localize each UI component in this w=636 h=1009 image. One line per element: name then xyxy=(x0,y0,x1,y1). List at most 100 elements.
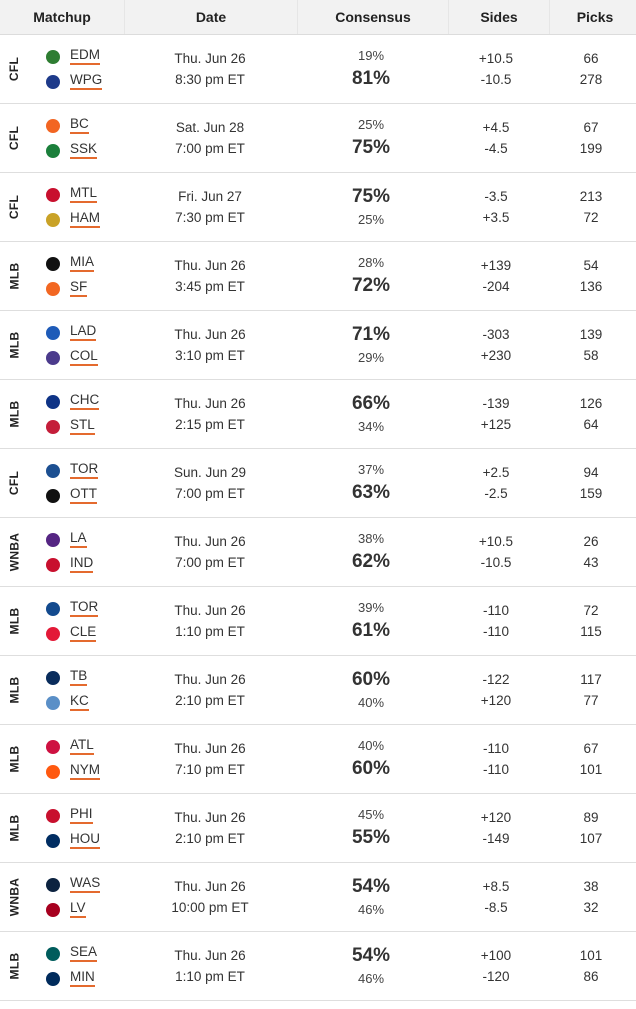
away-team[interactable]: BC xyxy=(46,117,97,135)
header-picks[interactable]: Picks xyxy=(576,9,614,25)
table-row[interactable]: CFL EDM WPG Thu. Jun 26 8:30 pm ET 19% 8… xyxy=(0,35,636,104)
home-team[interactable]: STL xyxy=(46,418,99,436)
home-team-logo-icon xyxy=(46,143,60,158)
home-team[interactable]: OTT xyxy=(46,487,98,505)
teams: TOR OTT xyxy=(28,462,99,505)
away-side: +2.5 xyxy=(482,465,510,480)
home-team[interactable]: WPG xyxy=(46,73,103,91)
away-team-link[interactable]: ATL xyxy=(70,738,94,755)
date-cell: Thu. Jun 26 1:10 pm ET xyxy=(124,587,296,655)
consensus-cell: 66% 34% xyxy=(296,380,446,448)
home-team[interactable]: KC xyxy=(46,694,89,712)
table-row[interactable]: CFL MTL HAM Fri. Jun 27 7:30 pm ET 75% 2… xyxy=(0,173,636,242)
table-row[interactable]: MLB CHC STL Thu. Jun 26 2:15 pm ET 66% 3… xyxy=(0,380,636,449)
away-team[interactable]: TOR xyxy=(46,462,99,480)
home-team[interactable]: HAM xyxy=(46,211,100,229)
table-row[interactable]: MLB TOR CLE Thu. Jun 26 1:10 pm ET 39% 6… xyxy=(0,587,636,656)
table-row[interactable]: MLB ATL NYM Thu. Jun 26 7:10 pm ET 40% 6… xyxy=(0,725,636,794)
home-team[interactable]: MIN xyxy=(46,970,97,988)
table-row[interactable]: MLB SEA MIN Thu. Jun 26 1:10 pm ET 54% 4… xyxy=(0,932,636,1001)
picks-cell: 139 58 xyxy=(546,311,636,379)
home-team-link[interactable]: HAM xyxy=(70,211,100,228)
date-cell: Thu. Jun 26 2:10 pm ET xyxy=(124,794,296,862)
away-team-link[interactable]: MIA xyxy=(70,255,95,272)
home-side: -110 xyxy=(482,624,510,639)
home-team-link[interactable]: MIN xyxy=(70,970,95,987)
away-team-logo-icon xyxy=(46,118,60,133)
home-team[interactable]: NYM xyxy=(46,763,100,781)
matchup-cell: MLB SEA MIN xyxy=(0,932,124,1000)
away-team-link[interactable]: MTL xyxy=(70,186,97,203)
away-team[interactable]: ATL xyxy=(46,738,100,756)
away-team[interactable]: TB xyxy=(46,669,89,687)
table-row[interactable]: MLB PHI HOU Thu. Jun 26 2:10 pm ET 45% 5… xyxy=(0,794,636,863)
home-team-link[interactable]: STL xyxy=(70,418,95,435)
home-team-link[interactable]: SF xyxy=(70,280,88,297)
table-row[interactable]: CFL BC SSK Sat. Jun 28 7:00 pm ET 25% 75… xyxy=(0,104,636,173)
picks-cell: 117 77 xyxy=(546,656,636,724)
home-team[interactable]: IND xyxy=(46,556,94,574)
away-team[interactable]: LAD xyxy=(46,324,98,342)
teams: ATL NYM xyxy=(28,738,100,781)
header-consensus[interactable]: Consensus xyxy=(298,0,449,34)
away-team[interactable]: MIA xyxy=(46,255,95,273)
away-picks: 67 xyxy=(583,120,599,135)
table-row[interactable]: MLB MIA SF Thu. Jun 26 3:45 pm ET 28% 72… xyxy=(0,242,636,311)
away-team-link[interactable]: BC xyxy=(70,117,89,134)
home-team-link[interactable]: LV xyxy=(70,901,86,918)
away-team-link[interactable]: WAS xyxy=(70,876,101,893)
away-team-link[interactable]: LAD xyxy=(70,324,97,341)
date-cell: Thu. Jun 26 7:00 pm ET xyxy=(124,518,296,586)
away-team-link[interactable]: TOR xyxy=(70,600,99,617)
league-label: MLB xyxy=(0,380,28,448)
home-team-link[interactable]: NYM xyxy=(70,763,100,780)
header-date[interactable]: Date xyxy=(125,0,298,34)
table-row[interactable]: WNBA LA IND Thu. Jun 26 7:00 pm ET 38% 6… xyxy=(0,518,636,587)
game-day: Thu. Jun 26 xyxy=(174,672,246,687)
away-side: +4.5 xyxy=(482,120,510,135)
away-team-link[interactable]: SEA xyxy=(70,945,98,962)
away-team[interactable]: WAS xyxy=(46,876,101,894)
away-team-link[interactable]: CHC xyxy=(70,393,100,410)
table-row[interactable]: MLB TB KC Thu. Jun 26 2:10 pm ET 60% 40% xyxy=(0,656,636,725)
matchup-cell: MLB TB KC xyxy=(0,656,124,724)
home-team-link[interactable]: IND xyxy=(70,556,94,573)
home-team[interactable]: HOU xyxy=(46,832,100,850)
away-team-link[interactable]: TB xyxy=(70,669,88,686)
table-row[interactable]: CFL TOR OTT Sun. Jun 29 7:00 pm ET 37% 6… xyxy=(0,449,636,518)
game-time: 1:10 pm ET xyxy=(175,969,245,984)
sides-cell: +10.5 -10.5 xyxy=(446,518,546,586)
away-team-link[interactable]: PHI xyxy=(70,807,93,824)
away-team-link[interactable]: EDM xyxy=(70,48,100,65)
league-label: CFL xyxy=(0,35,28,103)
home-team-link[interactable]: CLE xyxy=(70,625,97,642)
away-team[interactable]: CHC xyxy=(46,393,100,411)
home-team-link[interactable]: WPG xyxy=(70,73,103,90)
league-text: MLB xyxy=(7,676,21,704)
away-team[interactable]: EDM xyxy=(46,48,102,66)
home-team-logo-icon xyxy=(46,419,60,434)
header-matchup[interactable]: Matchup xyxy=(0,0,125,34)
header-sides[interactable]: Sides xyxy=(449,0,550,34)
home-team-link[interactable]: KC xyxy=(70,694,89,711)
home-team-link[interactable]: COL xyxy=(70,349,98,366)
away-team-logo-icon xyxy=(46,49,60,64)
home-team[interactable]: SF xyxy=(46,280,94,298)
away-team[interactable]: LA xyxy=(46,531,93,549)
away-team-link[interactable]: TOR xyxy=(70,462,99,479)
away-team-link[interactable]: LA xyxy=(70,531,87,548)
away-team[interactable]: SEA xyxy=(46,945,98,963)
home-team[interactable]: SSK xyxy=(46,142,98,160)
home-team-link[interactable]: OTT xyxy=(70,487,97,504)
home-team[interactable]: CLE xyxy=(46,625,98,643)
table-row[interactable]: MLB LAD COL Thu. Jun 26 3:10 pm ET 71% 2… xyxy=(0,311,636,380)
home-team[interactable]: COL xyxy=(46,349,98,367)
table-row[interactable]: WNBA WAS LV Thu. Jun 26 10:00 pm ET 54% … xyxy=(0,863,636,932)
away-team[interactable]: PHI xyxy=(46,807,100,825)
home-team[interactable]: LV xyxy=(46,901,100,919)
league-text: MLB xyxy=(7,400,21,428)
away-team[interactable]: TOR xyxy=(46,600,99,618)
home-team-link[interactable]: SSK xyxy=(70,142,98,159)
away-team[interactable]: MTL xyxy=(46,186,100,204)
home-team-link[interactable]: HOU xyxy=(70,832,100,849)
